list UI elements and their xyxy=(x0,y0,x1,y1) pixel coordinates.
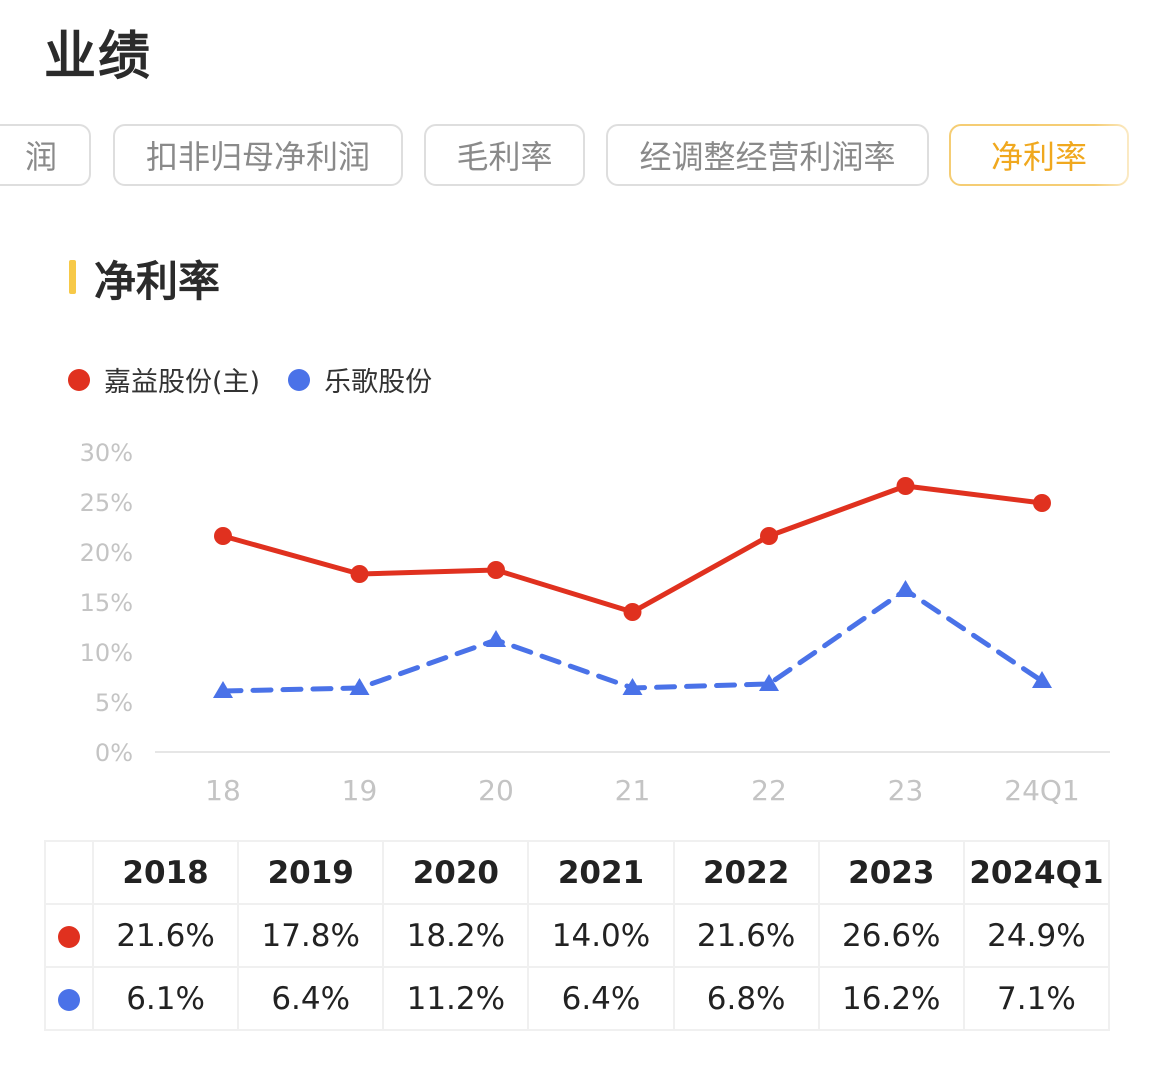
table-cell: 18.2% xyxy=(382,903,530,968)
table-header-row: 2018 2019 2020 2021 2022 2023 2024Q1 xyxy=(44,840,1111,905)
series-2-point xyxy=(1032,671,1052,688)
table-row: 21.6% 17.8% 18.2% 14.0% 21.6% 26.6% 24.9… xyxy=(44,903,1111,968)
series-2-point xyxy=(895,580,916,597)
x-tick-label: 20 xyxy=(478,774,514,807)
x-tick-label: 19 xyxy=(342,774,378,807)
table-header-cell: 2023 xyxy=(817,840,965,905)
x-tick-label: 23 xyxy=(888,774,924,807)
tabs-scroll-fade xyxy=(1094,124,1154,190)
tab-adjusted-operating-margin[interactable]: 经调整经营利润率 xyxy=(606,124,929,186)
y-tick-label: 0% xyxy=(95,739,133,767)
table-header-cell: 2020 xyxy=(382,840,530,905)
table-header-cell: 2021 xyxy=(527,840,675,905)
y-tick-label: 20% xyxy=(80,539,133,567)
legend-label: 乐歌股份 xyxy=(324,367,433,398)
legend-label: 嘉益股份(主) xyxy=(104,367,261,398)
data-table: 2018 2019 2020 2021 2022 2023 2024Q1 21.… xyxy=(44,840,1111,1031)
x-tick-label: 22 xyxy=(751,774,787,807)
series-1-point xyxy=(896,477,915,495)
y-tick-label: 30% xyxy=(80,439,133,467)
table-cell: 14.0% xyxy=(527,903,675,968)
row-dot-red xyxy=(58,926,80,948)
table-cell: 11.2% xyxy=(382,966,530,1031)
net-margin-line-chart: 0% 5% 10% 15% 20% 25% 30% 18 19 20 21 22 23 24Q1 xyxy=(80,439,1110,807)
table-cell: 6.1% xyxy=(91,966,240,1031)
tab-net-profit-partial[interactable]: 润 xyxy=(0,124,91,186)
table-cell: 6.4% xyxy=(527,966,675,1031)
row-marker-cell xyxy=(44,903,94,968)
series-1-point xyxy=(760,527,778,545)
section-accent-bar xyxy=(69,260,76,294)
x-tick-label: 18 xyxy=(205,774,241,807)
table-cell: 21.6% xyxy=(672,903,820,968)
tab-label: 经调整经营利润率 xyxy=(639,138,896,176)
section-title: 净利率 xyxy=(94,257,221,306)
table-header-cell: 2024Q1 xyxy=(962,840,1111,905)
table-cell: 24.9% xyxy=(962,903,1111,968)
series-2-point xyxy=(759,674,779,691)
x-tick-label: 21 xyxy=(615,774,651,807)
series-1-point xyxy=(350,565,369,583)
tab-label: 扣非归母净利润 xyxy=(145,138,370,176)
chart-legend: 嘉益股份(主) 乐歌股份 xyxy=(68,360,460,399)
table-row: 6.1% 6.4% 11.2% 6.4% 6.8% 16.2% 7.1% xyxy=(44,966,1111,1031)
series-2-point xyxy=(213,681,233,698)
row-dot-blue xyxy=(58,989,80,1011)
y-tick-label: 5% xyxy=(95,689,133,717)
tab-deducted-net-profit[interactable]: 扣非归母净利润 xyxy=(113,124,403,186)
table-cell: 7.1% xyxy=(962,966,1111,1031)
series-1-point xyxy=(487,561,505,579)
page-title: 业绩 xyxy=(44,27,153,87)
series-2-point xyxy=(486,630,506,647)
table-corner-cell xyxy=(44,840,94,905)
y-tick-label: 10% xyxy=(80,639,133,667)
table-cell: 26.6% xyxy=(817,903,965,968)
row-marker-cell xyxy=(44,966,94,1031)
series-line-1 xyxy=(220,483,1045,615)
table-header-cell: 2019 xyxy=(237,840,385,905)
legend-dot-blue xyxy=(288,368,311,391)
legend-dot-red xyxy=(68,368,90,391)
table-cell: 6.4% xyxy=(237,966,385,1031)
series-1-point xyxy=(1033,494,1051,512)
tab-gross-margin[interactable]: 毛利率 xyxy=(424,124,585,186)
series-2-point xyxy=(349,678,370,695)
series-1-point xyxy=(214,527,232,545)
legend-item-series-2[interactable]: 乐歌股份 xyxy=(288,360,432,399)
series-2-point xyxy=(622,678,643,695)
legend-item-series-1[interactable]: 嘉益股份(主) xyxy=(68,360,260,399)
tab-label: 润 xyxy=(24,138,57,176)
table-header-cell: 2018 xyxy=(91,840,240,905)
table-header-cell: 2022 xyxy=(672,840,820,905)
table-cell: 21.6% xyxy=(91,903,240,968)
tab-label: 净利率 xyxy=(990,138,1087,176)
tab-label: 毛利率 xyxy=(456,138,553,176)
series-1-point xyxy=(623,603,642,621)
table-cell: 6.8% xyxy=(672,966,820,1031)
x-tick-label: 24Q1 xyxy=(1004,774,1079,807)
table-cell: 16.2% xyxy=(817,966,965,1031)
metric-tabs: 润 扣非归母净利润 毛利率 经调整经营利润率 净利率 xyxy=(0,124,1154,190)
y-tick-label: 15% xyxy=(80,589,133,617)
table-cell: 17.8% xyxy=(237,903,385,968)
y-tick-label: 25% xyxy=(80,489,133,517)
